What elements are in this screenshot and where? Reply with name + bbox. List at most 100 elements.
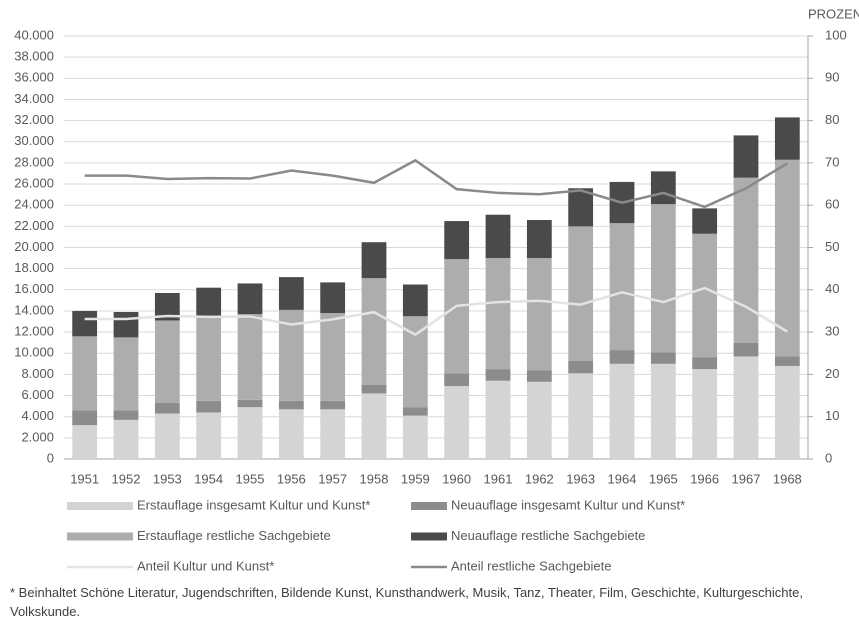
bar — [72, 310, 98, 337]
y-tick-label: 28.000 — [14, 154, 54, 169]
bar — [402, 407, 428, 416]
bar — [650, 171, 676, 205]
bar — [402, 284, 428, 317]
x-tick-label: 1962 — [525, 471, 554, 486]
y-tick-label: 38.000 — [14, 49, 54, 64]
bar — [526, 381, 552, 459]
bar — [568, 226, 594, 361]
bar — [692, 357, 718, 370]
y2-tick-label: 60 — [825, 197, 839, 212]
x-tick-label: 1955 — [236, 471, 265, 486]
x-tick-label: 1958 — [360, 471, 389, 486]
bar — [568, 360, 594, 374]
bar — [154, 320, 180, 403]
bar — [72, 425, 98, 459]
bar — [444, 259, 470, 374]
x-tick-label: 1960 — [442, 471, 471, 486]
bar — [113, 419, 139, 459]
legend-swatch — [411, 532, 447, 541]
bar — [692, 369, 718, 459]
x-tick-label: 1968 — [773, 471, 802, 486]
bar — [72, 336, 98, 411]
bar — [609, 350, 635, 364]
bar — [196, 412, 222, 459]
bar — [526, 370, 552, 382]
y-tick-label: 22.000 — [14, 218, 54, 233]
legend-label: Anteil Kultur und Kunst* — [137, 558, 274, 573]
y-tick-label: 2.000 — [21, 429, 54, 444]
bar — [568, 373, 594, 459]
y-tick-label: 32.000 — [14, 112, 54, 127]
y2-tick-label: 30 — [825, 324, 839, 339]
y-tick-label: 18.000 — [14, 260, 54, 275]
bar — [774, 159, 800, 357]
bar — [196, 287, 222, 317]
y-tick-label: 34.000 — [14, 91, 54, 106]
bar — [361, 393, 387, 459]
y-tick-label: 24.000 — [14, 197, 54, 212]
bar — [485, 258, 511, 370]
bar — [485, 380, 511, 459]
bar — [196, 400, 222, 413]
y2-tick-label: 40 — [825, 281, 839, 296]
y2-tick-label: 10 — [825, 408, 839, 423]
bar — [650, 363, 676, 459]
y-tick-label: 20.000 — [14, 239, 54, 254]
y2-tick-label: 80 — [825, 112, 839, 127]
y-tick-label: 16.000 — [14, 281, 54, 296]
bar — [774, 356, 800, 366]
bar — [113, 312, 139, 338]
bar — [485, 369, 511, 381]
x-tick-label: 1956 — [277, 471, 306, 486]
bar — [444, 221, 470, 260]
y2-tick-label: 90 — [825, 70, 839, 85]
bar — [733, 135, 759, 178]
bar — [278, 409, 304, 459]
y-tick-label: 40.000 — [14, 27, 54, 42]
y-tick-label: 6.000 — [21, 387, 54, 402]
y2-axis-label: PROZENT — [808, 6, 859, 21]
bar — [320, 282, 346, 314]
bar — [485, 214, 511, 259]
y-tick-label: 10.000 — [14, 345, 54, 360]
x-tick-label: 1966 — [690, 471, 719, 486]
bar — [692, 208, 718, 234]
line — [84, 286, 788, 337]
bar — [568, 188, 594, 227]
bar — [113, 337, 139, 411]
bar — [361, 278, 387, 385]
bar — [320, 313, 346, 401]
bar — [361, 384, 387, 394]
y-tick-label: 12.000 — [14, 324, 54, 339]
bar — [609, 223, 635, 351]
bar — [320, 409, 346, 459]
bar — [692, 233, 718, 358]
y2-tick-label: 50 — [825, 239, 839, 254]
x-tick-label: 1951 — [70, 471, 99, 486]
bar — [650, 204, 676, 353]
bar — [72, 410, 98, 426]
x-tick-label: 1954 — [194, 471, 223, 486]
legend-label: Anteil restliche Sachgebiete — [451, 558, 611, 573]
bar — [196, 316, 222, 401]
legend-label: Neuauflage insgesamt Kultur und Kunst* — [451, 497, 685, 512]
y2-tick-label: 20 — [825, 366, 839, 381]
x-tick-label: 1957 — [318, 471, 347, 486]
y-tick-label: 30.000 — [14, 133, 54, 148]
bar — [237, 407, 263, 459]
bar — [278, 400, 304, 410]
bar — [320, 400, 346, 410]
y-tick-label: 14.000 — [14, 302, 54, 317]
bar — [526, 258, 552, 371]
x-tick-label: 1967 — [732, 471, 761, 486]
y2-tick-label: 0 — [825, 450, 832, 465]
bar — [650, 352, 676, 364]
legend-label: Erstauflage restliche Sachgebiete — [137, 528, 331, 543]
bar — [402, 415, 428, 459]
legend-swatch — [67, 502, 133, 510]
bar — [154, 402, 180, 414]
legend-swatch — [67, 532, 133, 541]
legend-label: Erstauflage insgesamt Kultur und Kunst* — [137, 497, 370, 512]
bar — [237, 399, 263, 408]
bar — [609, 363, 635, 459]
